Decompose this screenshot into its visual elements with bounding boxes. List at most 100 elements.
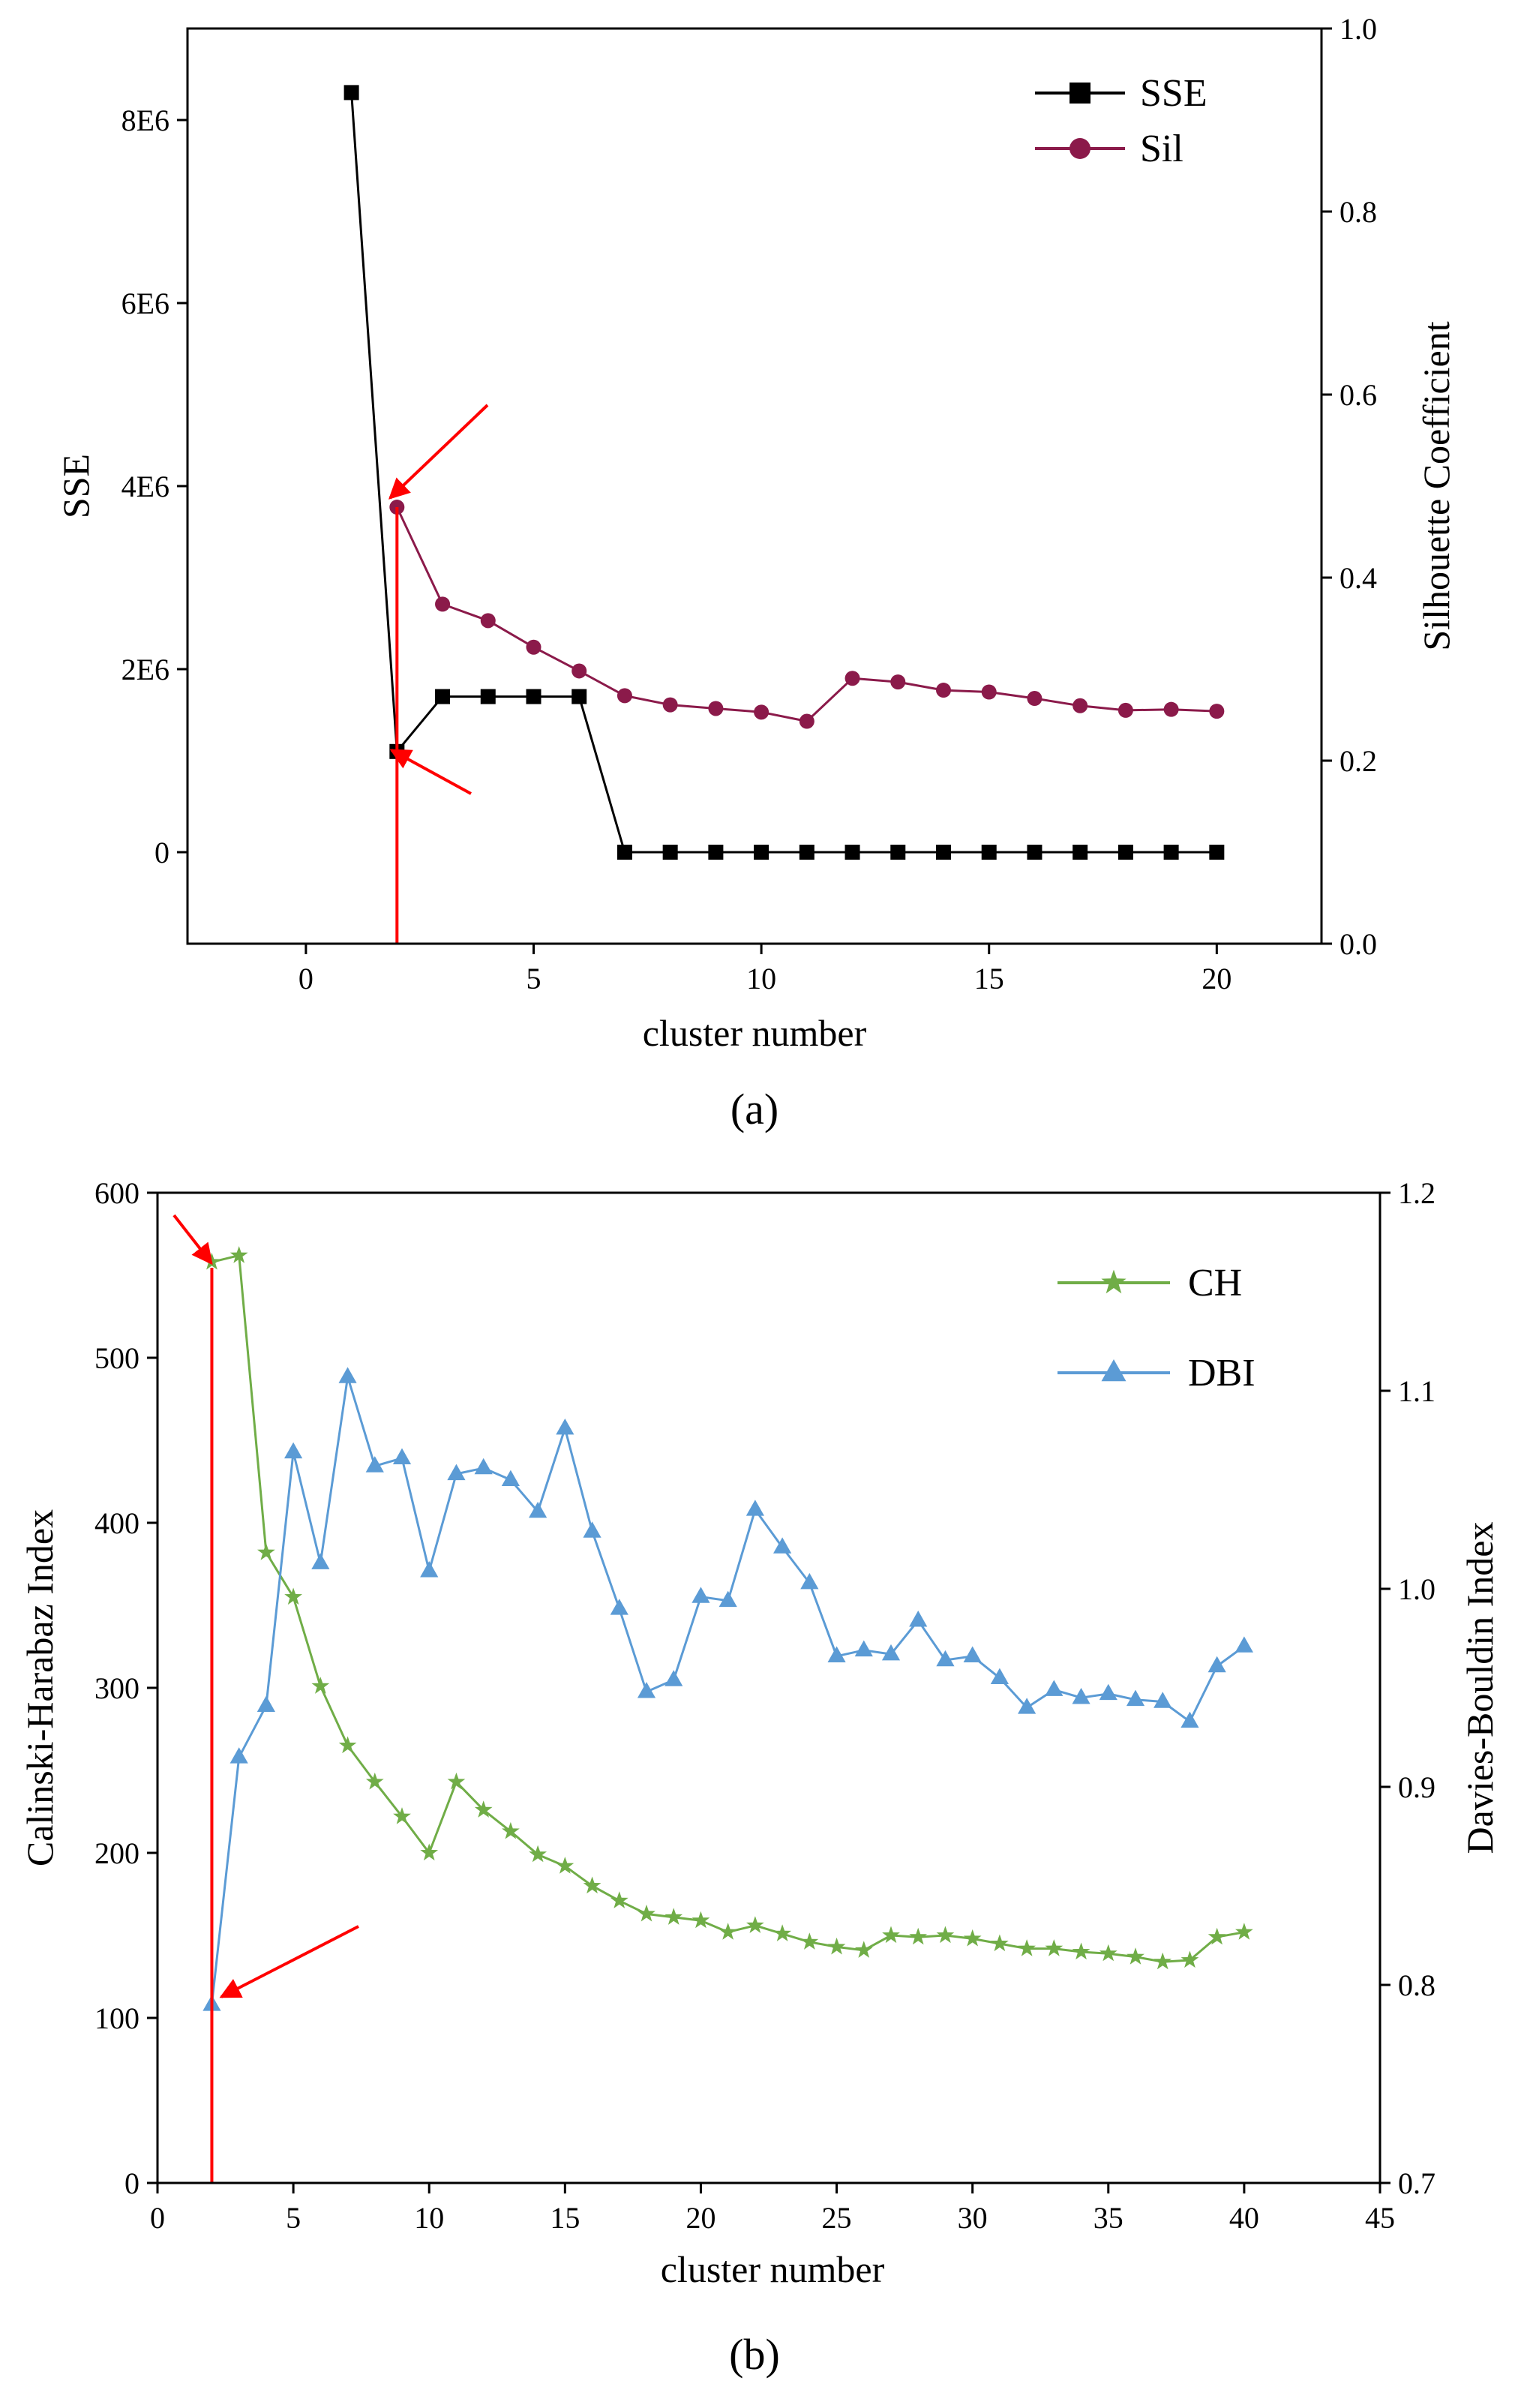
data-point-dbi xyxy=(474,1458,493,1475)
data-point-sse xyxy=(526,689,542,704)
data-point-dbi xyxy=(1045,1680,1064,1696)
chart-panel-a: 0 5 10 15 2002E64E66E68E60.00.20.40.60.81.0 … xyxy=(55,12,1457,1133)
series-line-ch xyxy=(212,1254,1245,1963)
y-right-tick-label: 0.7 xyxy=(1398,2166,1436,2200)
data-point-ch xyxy=(393,1807,411,1824)
legend-a: SSE Sil xyxy=(1035,72,1208,170)
data-point-ch xyxy=(365,1772,384,1790)
data-point-ch xyxy=(800,1932,819,1950)
data-point-sil xyxy=(1072,698,1088,713)
data-point-ch xyxy=(529,1845,547,1863)
data-point-sil xyxy=(1209,704,1225,719)
axes-a: 0 5 10 15 20 0 2E6 4E6 6E6 8E6 0.0 0.2 0.4 0.6 0.8 1.0 xyxy=(122,12,1377,995)
data-point-dbi xyxy=(718,1590,737,1608)
data-point-ch xyxy=(692,1911,710,1929)
y-left-tick-label: 2E6 xyxy=(122,653,170,686)
data-point-ch xyxy=(827,1937,846,1955)
legend-marker-sil xyxy=(1070,138,1090,159)
y-right-tick-label: 0.8 xyxy=(1398,1968,1436,2002)
data-point-ch xyxy=(257,1543,275,1560)
data-point-sil xyxy=(662,697,678,713)
y-left-tick-label: 100 xyxy=(94,2001,140,2035)
plot-frame-b xyxy=(156,1191,1382,2184)
data-point-dbi xyxy=(583,1521,602,1538)
data-point-dbi xyxy=(1234,1636,1253,1653)
y-left-tick-label: 400 xyxy=(94,1506,140,1540)
x-tick-label: 10 xyxy=(746,962,776,995)
data-point-sse xyxy=(480,689,496,704)
data-point-dbi xyxy=(773,1537,792,1554)
data-point-dbi xyxy=(936,1650,955,1667)
legend-label-ch: CH xyxy=(1188,1262,1242,1305)
data-point-dbi xyxy=(284,1442,303,1459)
data-point-ch xyxy=(909,1927,928,1945)
data-point-dbi xyxy=(420,1561,439,1578)
data-point-dbi xyxy=(1099,1683,1118,1701)
y-right-tick-label: 0.2 xyxy=(1340,744,1377,778)
x-axis-label-a: cluster number xyxy=(643,1012,867,1054)
panel-label-a: (a) xyxy=(730,1085,778,1133)
y-left-tick-label: 300 xyxy=(94,1671,140,1705)
data-point-dbi xyxy=(1018,1698,1036,1714)
data-point-sse xyxy=(1163,845,1179,860)
data-point-ch xyxy=(746,1916,764,1933)
y-axis-label-left-a: SSE xyxy=(55,454,97,518)
x-tick-label: 25 xyxy=(822,2201,852,2235)
data-point-ch xyxy=(1126,1947,1144,1965)
data-point-sse xyxy=(1027,845,1042,860)
x-tick-label: 5 xyxy=(526,962,541,995)
data-point-sil xyxy=(616,688,632,704)
data-point-sse xyxy=(708,845,724,860)
x-tick-label: 15 xyxy=(974,962,1004,995)
y-right-tick-label: 1.0 xyxy=(1398,1572,1436,1606)
data-point-ch xyxy=(991,1934,1009,1952)
data-point-ch xyxy=(936,1926,955,1944)
data-point-sil xyxy=(526,639,542,655)
data-point-ch xyxy=(1072,1942,1090,1960)
data-point-sil xyxy=(844,671,860,686)
data-point-sse xyxy=(344,85,359,101)
series-line-sil xyxy=(395,506,1217,722)
panel-label-b: (b) xyxy=(729,2330,780,2379)
data-point-dbi xyxy=(1180,1711,1199,1728)
y-axis-label-left-b: Calinski-Harabaz Index xyxy=(19,1509,61,1866)
data-point-dbi xyxy=(990,1668,1009,1685)
data-point-ch xyxy=(1180,1950,1199,1968)
data-point-ch xyxy=(420,1843,439,1861)
data-point-sse xyxy=(435,689,451,704)
red-arrow xyxy=(389,749,472,795)
data-point-dbi xyxy=(529,1501,548,1518)
red-arrow xyxy=(219,1925,359,1998)
data-point-sse xyxy=(1072,845,1088,860)
data-point-ch xyxy=(474,1800,493,1818)
y-left-tick-label: 0 xyxy=(154,836,170,869)
data-point-ch xyxy=(718,1923,737,1940)
y-right-tick-label: 1.2 xyxy=(1398,1176,1436,1210)
y-left-tick-label: 500 xyxy=(94,1341,140,1375)
legend-label-sil: Sil xyxy=(1140,128,1184,170)
y-right-tick-label: 0.9 xyxy=(1398,1770,1436,1804)
data-point-sil xyxy=(1118,702,1133,718)
x-tick-label: 20 xyxy=(686,2201,716,2235)
data-point-dbi xyxy=(746,1500,764,1516)
data-point-sil xyxy=(936,683,951,698)
data-point-dbi xyxy=(556,1418,574,1435)
y-left-tick-label: 6E6 xyxy=(122,287,170,320)
data-point-dbi xyxy=(963,1646,982,1663)
data-point-sse xyxy=(1209,845,1225,860)
plot-area-b xyxy=(202,1246,1253,2183)
x-tick-label: 20 xyxy=(1202,962,1232,995)
y-right-tick-label: 0.6 xyxy=(1340,378,1377,412)
y-left-tick-label: 0 xyxy=(124,2166,140,2200)
y-left-tick-label: 200 xyxy=(94,1836,140,1870)
data-point-ch xyxy=(502,1821,520,1839)
data-point-sse xyxy=(981,845,997,860)
y-right-tick-label: 1.0 xyxy=(1340,12,1377,46)
data-point-ch xyxy=(284,1587,302,1605)
data-point-sse xyxy=(844,845,860,860)
data-point-sse xyxy=(799,845,814,860)
data-point-sil xyxy=(480,613,496,629)
x-tick-label: 5 xyxy=(286,2201,301,2235)
data-point-dbi xyxy=(447,1464,466,1481)
